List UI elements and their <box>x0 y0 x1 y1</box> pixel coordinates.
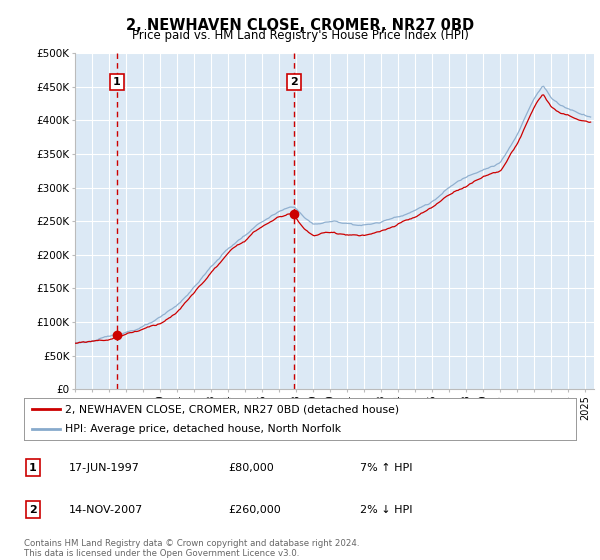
Text: 2% ↓ HPI: 2% ↓ HPI <box>360 505 413 515</box>
Text: £260,000: £260,000 <box>228 505 281 515</box>
Text: £80,000: £80,000 <box>228 463 274 473</box>
Text: Price paid vs. HM Land Registry's House Price Index (HPI): Price paid vs. HM Land Registry's House … <box>131 29 469 42</box>
Text: 7% ↑ HPI: 7% ↑ HPI <box>360 463 413 473</box>
Text: 2: 2 <box>29 505 37 515</box>
Text: 14-NOV-2007: 14-NOV-2007 <box>69 505 143 515</box>
Text: 1: 1 <box>113 77 121 87</box>
Text: 2, NEWHAVEN CLOSE, CROMER, NR27 0BD (detached house): 2, NEWHAVEN CLOSE, CROMER, NR27 0BD (det… <box>65 404 400 414</box>
Text: HPI: Average price, detached house, North Norfolk: HPI: Average price, detached house, Nort… <box>65 424 341 434</box>
Text: 2: 2 <box>290 77 298 87</box>
Text: 17-JUN-1997: 17-JUN-1997 <box>69 463 140 473</box>
Text: Contains HM Land Registry data © Crown copyright and database right 2024.
This d: Contains HM Land Registry data © Crown c… <box>24 539 359 558</box>
Text: 1: 1 <box>29 463 37 473</box>
Text: 2, NEWHAVEN CLOSE, CROMER, NR27 0BD: 2, NEWHAVEN CLOSE, CROMER, NR27 0BD <box>126 18 474 33</box>
